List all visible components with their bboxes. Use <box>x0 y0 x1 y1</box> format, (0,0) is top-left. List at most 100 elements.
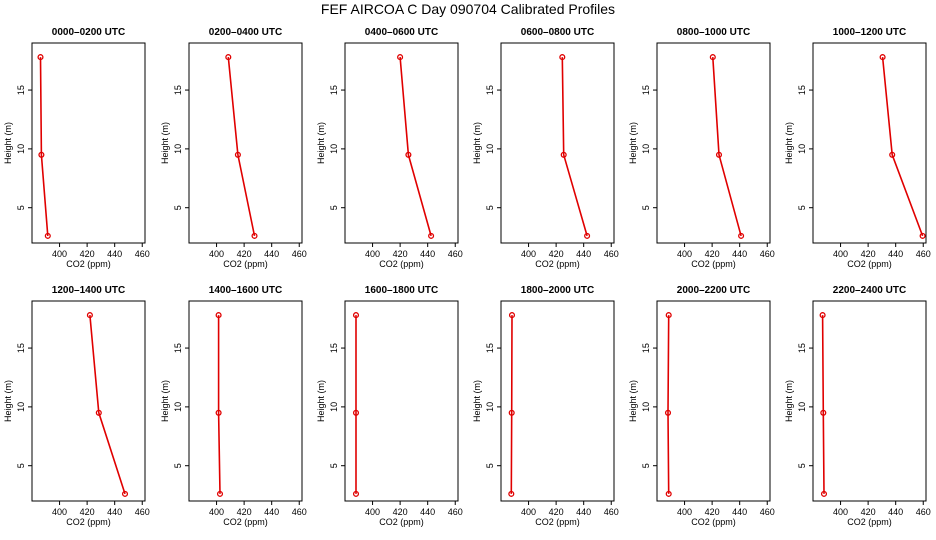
x-tick-label: 420 <box>861 507 876 517</box>
profile-line <box>399 57 432 237</box>
data-point <box>37 54 44 61</box>
profile-line <box>227 57 256 237</box>
x-axis-label: CO2 (ppm) <box>379 517 424 527</box>
x-tick-label: 440 <box>732 507 747 517</box>
y-axis-label: Height (m) <box>628 122 638 164</box>
x-tick-label: 400 <box>209 507 224 517</box>
x-tick-label: 420 <box>237 249 252 259</box>
panel-1: 0000–0200 UTC 400 420 440 460 5 10 15 CO2 (ppm) H… <box>3 27 150 269</box>
panel-title: 1400–1600 UTC <box>209 285 282 296</box>
y-tick-label: 15 <box>16 343 26 353</box>
x-axis-label: CO2 (ppm) <box>66 259 111 269</box>
figure-title: FEF AIRCOA C Day 090704 Calibrated Profi… <box>321 1 615 17</box>
data-point <box>879 54 886 61</box>
y-tick-label: 10 <box>797 402 807 412</box>
x-tick-label: 460 <box>448 507 463 517</box>
data-point <box>665 312 672 319</box>
panel-title: 0400–0600 UTC <box>365 27 438 38</box>
x-tick-label: 460 <box>292 249 307 259</box>
panel-12: 2200–2400 UTC 400 420 440 460 5 10 15 CO2 (ppm) H… <box>784 285 931 527</box>
x-tick-label: 460 <box>916 507 931 517</box>
y-axis-label: Height (m) <box>784 122 794 164</box>
plot-frame <box>31 42 146 244</box>
y-tick-label: 15 <box>797 343 807 353</box>
plot-frame <box>500 300 615 502</box>
plot-frame <box>344 300 459 502</box>
data-point <box>715 151 723 158</box>
x-tick-label: 420 <box>705 507 720 517</box>
data-point <box>559 54 566 61</box>
panel-11: 2000–2200 UTC 400 420 440 460 5 10 15 CO2 (ppm) H… <box>628 285 775 527</box>
x-axis-label: CO2 (ppm) <box>847 517 892 527</box>
x-tick-label: 420 <box>393 507 408 517</box>
y-tick-label: 5 <box>173 463 183 468</box>
y-axis-label: Height (m) <box>472 380 482 422</box>
panel-9: 1600–1800 UTC 400 420 440 460 5 10 15 CO2 (ppm) H… <box>316 285 463 527</box>
y-tick-label: 10 <box>485 402 495 412</box>
x-tick-label: 400 <box>677 507 692 517</box>
x-tick-label: 400 <box>52 507 67 517</box>
data-point <box>508 312 516 319</box>
data-point <box>397 54 404 61</box>
x-axis-label: CO2 (ppm) <box>223 517 268 527</box>
x-tick-label: 400 <box>521 507 536 517</box>
y-tick-label: 15 <box>329 85 339 95</box>
data-point <box>508 490 515 497</box>
panel-title: 1000–1200 UTC <box>833 27 906 38</box>
x-axis-label: CO2 (ppm) <box>691 517 736 527</box>
panel-title: 0200–0400 UTC <box>209 27 282 38</box>
panel-grid: 0000–0200 UTC 400 420 440 460 5 10 15 CO2 (ppm) H… <box>3 27 931 527</box>
data-point <box>44 232 51 239</box>
data-point <box>352 312 360 319</box>
y-axis-label: Height (m) <box>784 380 794 422</box>
data-point <box>95 409 102 416</box>
y-axis-label: Height (m) <box>160 380 170 422</box>
y-tick-label: 10 <box>485 144 495 154</box>
data-point <box>405 151 412 158</box>
panel-6: 1000–1200 UTC 400 420 440 460 5 10 15 CO2 (ppm) H… <box>784 27 931 269</box>
y-tick-label: 15 <box>641 343 651 353</box>
y-tick-label: 5 <box>641 205 651 210</box>
x-tick-label: 400 <box>833 507 848 517</box>
panel-title: 1200–1400 UTC <box>52 285 125 296</box>
x-tick-label: 440 <box>264 249 279 259</box>
x-tick-label: 400 <box>677 249 692 259</box>
x-tick-label: 460 <box>292 507 307 517</box>
plot-frame <box>656 42 771 244</box>
data-point <box>86 312 93 319</box>
x-axis-label: CO2 (ppm) <box>379 259 424 269</box>
x-tick-label: 420 <box>549 249 564 259</box>
x-tick-label: 400 <box>833 249 848 259</box>
y-tick-label: 15 <box>641 85 651 95</box>
profile-line <box>712 57 742 237</box>
x-tick-label: 460 <box>604 249 619 259</box>
panel-title: 1800–2000 UTC <box>521 285 594 296</box>
panel-title: 2200–2400 UTC <box>833 285 906 296</box>
x-tick-label: 460 <box>135 507 150 517</box>
x-tick-label: 440 <box>420 249 435 259</box>
profile-line <box>821 315 825 494</box>
x-tick-label: 440 <box>576 249 591 259</box>
profile-line <box>39 57 49 236</box>
x-tick-label: 400 <box>365 249 380 259</box>
x-tick-label: 420 <box>861 249 876 259</box>
x-tick-label: 460 <box>135 249 150 259</box>
y-tick-label: 5 <box>16 205 26 210</box>
y-axis-label: Height (m) <box>472 122 482 164</box>
y-tick-label: 10 <box>16 144 26 154</box>
x-tick-label: 460 <box>760 507 775 517</box>
y-tick-label: 10 <box>173 144 183 154</box>
x-tick-label: 440 <box>420 507 435 517</box>
y-tick-label: 5 <box>329 463 339 468</box>
x-tick-label: 440 <box>888 249 903 259</box>
data-point <box>664 409 672 416</box>
x-tick-label: 440 <box>732 249 747 259</box>
x-tick-label: 420 <box>549 507 564 517</box>
plot-frame <box>31 300 146 502</box>
x-tick-label: 440 <box>888 507 903 517</box>
x-tick-label: 420 <box>237 507 252 517</box>
panel-title: 0000–0200 UTC <box>52 27 125 38</box>
y-tick-label: 5 <box>485 205 495 210</box>
data-point <box>121 490 129 497</box>
data-point <box>665 490 672 497</box>
